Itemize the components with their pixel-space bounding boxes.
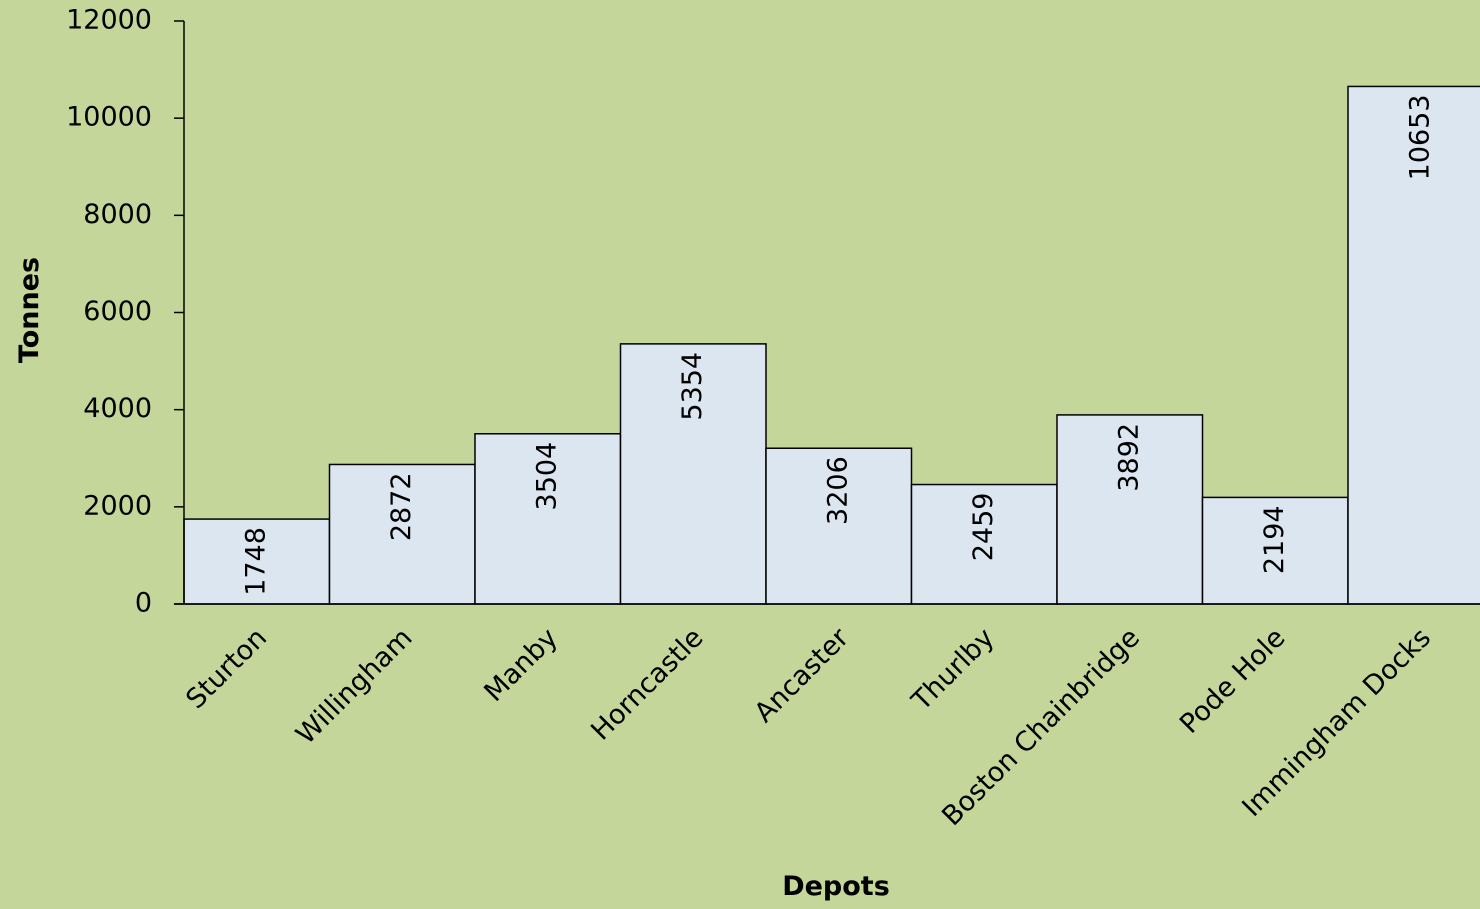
y-tick-label: 4000 (83, 393, 152, 424)
y-tick-labels: 0 2000 4000 6000 8000 10000 12000 (66, 5, 152, 619)
bar-willingham (328, 463, 476, 605)
y-tick-label: 2000 (83, 490, 152, 521)
y-tick-label: 12000 (66, 5, 152, 36)
axes-layer (174, 20, 1480, 605)
y-tick-label: 8000 (83, 199, 152, 230)
bar-sturton (183, 518, 331, 605)
y-tick-label: 0 (135, 588, 152, 619)
data-label: 1748 (240, 527, 271, 596)
data-label: 5354 (677, 352, 708, 421)
data-label: 2194 (1259, 505, 1290, 574)
bar-immingham-docks (1347, 85, 1480, 605)
bar-horncastle (619, 343, 767, 605)
data-label: 2459 (968, 493, 999, 562)
x-tick-label: Ancaster (749, 622, 856, 729)
bar-manby (474, 433, 622, 605)
x-tick-label: Horncastle (585, 622, 709, 746)
x-tick-label: Sturton (180, 622, 273, 715)
bar-thurlby (910, 483, 1058, 605)
data-label: 3892 (1113, 423, 1144, 492)
data-labels-layer: 1748 2872 3504 5354 3206 2459 3892 2194 10653 (240, 94, 1435, 595)
y-axis-title: Tonnes (14, 257, 45, 363)
bar-pode-hole (1201, 496, 1349, 605)
x-tick-label: Thurlby (905, 622, 1000, 717)
data-label: 2872 (386, 472, 417, 541)
data-label: 3206 (822, 456, 853, 525)
bars-layer (183, 85, 1480, 605)
bar-ancaster (765, 447, 913, 605)
data-label: 3504 (531, 442, 562, 511)
x-tick-label: Willingham (290, 622, 418, 750)
data-label: 10653 (1404, 94, 1435, 180)
x-tick-label: Pode Hole (1174, 622, 1291, 739)
x-category-labels: Sturton Willingham Manby Horncastle Ancaster… (180, 622, 1437, 832)
y-tick-label: 6000 (83, 296, 152, 327)
x-tick-label: Manby (478, 622, 564, 708)
y-tick-label: 10000 (66, 102, 152, 133)
x-axis-title: Depots (782, 871, 890, 902)
